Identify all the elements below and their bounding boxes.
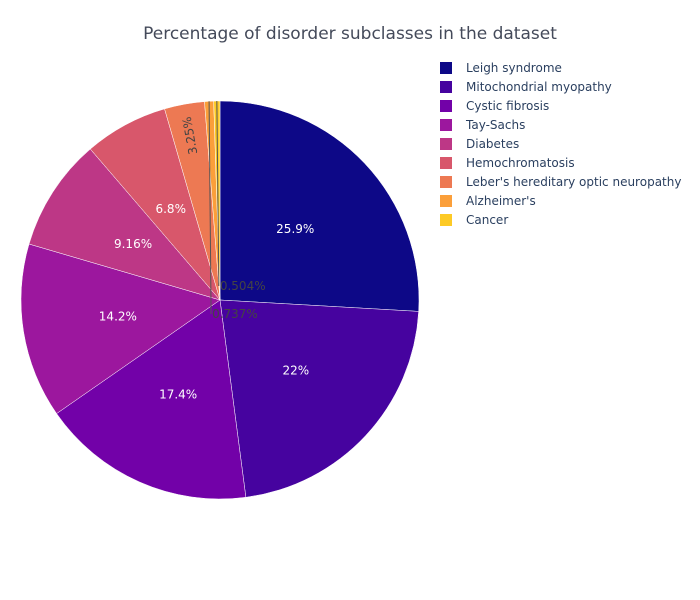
legend-label: Alzheimer's xyxy=(466,193,536,208)
label-connector-cancer xyxy=(216,101,220,287)
pie-slice-leigh-syndrome[interactable] xyxy=(219,100,420,312)
pie-slice-diabetes[interactable] xyxy=(28,148,221,301)
legend-label: Mitochondrial myopathy xyxy=(466,79,612,94)
pie-slice-cystic-fibrosis[interactable] xyxy=(56,299,247,500)
legend-swatch xyxy=(440,118,452,131)
data-label-cystic-fibrosis: 17.4% xyxy=(159,388,197,402)
legend-item-diabetes[interactable]: Diabetes xyxy=(440,134,681,153)
data-label-leber-s-hereditary-optic-neuropathy: 3.25% xyxy=(180,116,201,156)
legend-label: Cystic fibrosis xyxy=(466,98,550,113)
legend-swatch xyxy=(440,213,452,226)
legend-label: Leber's hereditary optic neuropathy xyxy=(466,174,682,189)
legend-item-alzheimer-s[interactable]: Alzheimer's xyxy=(440,191,681,210)
legend-swatch xyxy=(440,80,452,93)
legend-swatch xyxy=(440,175,452,188)
legend-label: Cancer xyxy=(466,212,509,227)
legend-item-leber-s-hereditary-optic-neuropathy[interactable]: Leber's hereditary optic neuropathy xyxy=(440,172,681,191)
data-label-alzheimer-s: 0.737% xyxy=(212,307,258,321)
pie-slice-mitochondrial-myopathy[interactable] xyxy=(219,299,419,498)
legend-item-hemochromatosis[interactable]: Hemochromatosis xyxy=(440,153,681,172)
pie-slice-tay-sachs[interactable] xyxy=(20,243,221,414)
legend-swatch xyxy=(440,99,452,112)
legend-item-leigh-syndrome[interactable]: Leigh syndrome xyxy=(440,58,681,77)
data-label-diabetes: 9.16% xyxy=(114,237,152,251)
legend-item-cystic-fibrosis[interactable]: Cystic fibrosis xyxy=(440,96,681,115)
legend-swatch xyxy=(440,156,452,169)
legend-item-mitochondrial-myopathy[interactable]: Mitochondrial myopathy xyxy=(440,77,681,96)
data-label-cancer: 0.504% xyxy=(220,279,266,293)
legend-swatch xyxy=(440,61,452,74)
legend-item-tay-sachs[interactable]: Tay-Sachs xyxy=(440,115,681,134)
label-connector-alzheimer-s xyxy=(208,101,212,315)
legend-label: Leigh syndrome xyxy=(466,60,562,75)
data-label-leigh-syndrome: 25.9% xyxy=(276,222,314,236)
chart-title: Percentage of disorder subclasses in the… xyxy=(143,24,557,44)
data-label-hemochromatosis: 6.8% xyxy=(155,202,186,216)
legend: Leigh syndrome Mitochondrial myopathy Cyst… xyxy=(440,58,681,229)
legend-label: Tay-Sachs xyxy=(466,117,526,132)
legend-label: Hemochromatosis xyxy=(466,155,575,170)
data-label-tay-sachs: 14.2% xyxy=(99,310,137,324)
data-label-mitochondrial-myopathy: 22% xyxy=(282,363,309,377)
legend-item-cancer[interactable]: Cancer xyxy=(440,210,681,229)
legend-swatch xyxy=(440,194,452,207)
legend-label: Diabetes xyxy=(466,136,520,151)
legend-swatch xyxy=(440,137,452,150)
